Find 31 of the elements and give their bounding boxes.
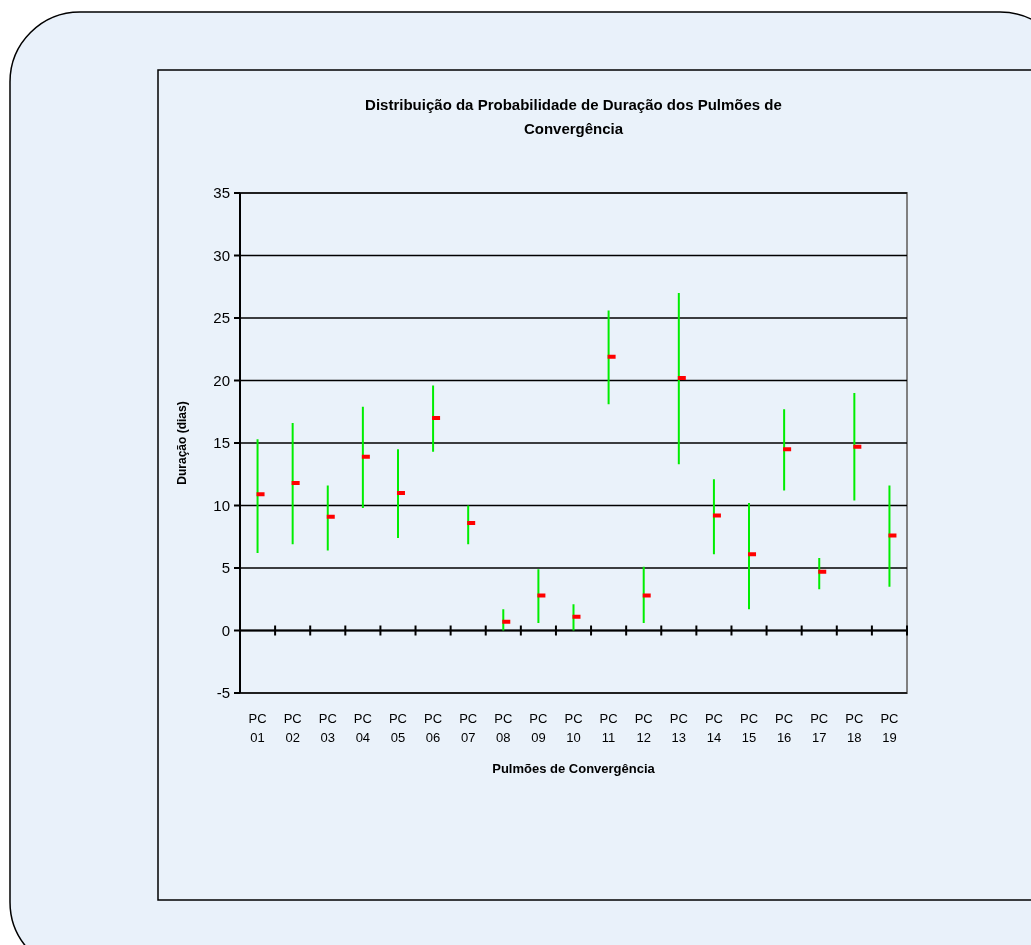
x-tick-label: PC 11 xyxy=(599,711,618,745)
x-tick-label: PC 19 xyxy=(880,711,899,745)
y-tick-label: 0 xyxy=(221,621,230,639)
y-axis-title: Duração (dias) xyxy=(175,401,189,485)
x-tick-label: PC 04 xyxy=(353,711,372,745)
y-tick-label: 35 xyxy=(213,184,230,202)
x-tick-label: PC 06 xyxy=(424,711,443,745)
x-tick-label: PC 05 xyxy=(388,711,407,745)
x-tick-label: PC 02 xyxy=(283,711,302,745)
x-tick-label: PC 08 xyxy=(494,711,513,745)
x-axis-title: Pulmões de Convergência xyxy=(492,761,656,776)
x-tick-label: PC 09 xyxy=(529,711,548,745)
x-tick-label: PC 16 xyxy=(775,711,794,745)
x-tick-label: PC 01 xyxy=(248,711,267,745)
y-tick-label: 5 xyxy=(221,559,230,577)
x-tick-label: PC 14 xyxy=(704,711,723,745)
x-tick-label: PC 18 xyxy=(845,711,864,745)
x-tick-label: PC 12 xyxy=(634,711,653,745)
x-tick-label: PC 10 xyxy=(564,711,583,745)
x-tick-label: PC 07 xyxy=(459,711,478,745)
y-tick-label: 20 xyxy=(213,371,230,389)
y-tick-label: 10 xyxy=(213,496,230,514)
x-tick-label: PC 13 xyxy=(669,711,688,745)
x-tick-label: PC 15 xyxy=(740,711,759,745)
y-tick-label: -5 xyxy=(216,684,230,702)
y-tick-label: 30 xyxy=(213,246,230,264)
y-tick-label: 25 xyxy=(213,309,230,327)
y-tick-label: 15 xyxy=(213,434,230,452)
chart-title: Distribuição da Probabilidade de Duração dos Pulmões de Convergência xyxy=(365,96,782,137)
x-tick-label: PC 03 xyxy=(318,711,337,745)
x-tick-label: PC 17 xyxy=(810,711,829,745)
